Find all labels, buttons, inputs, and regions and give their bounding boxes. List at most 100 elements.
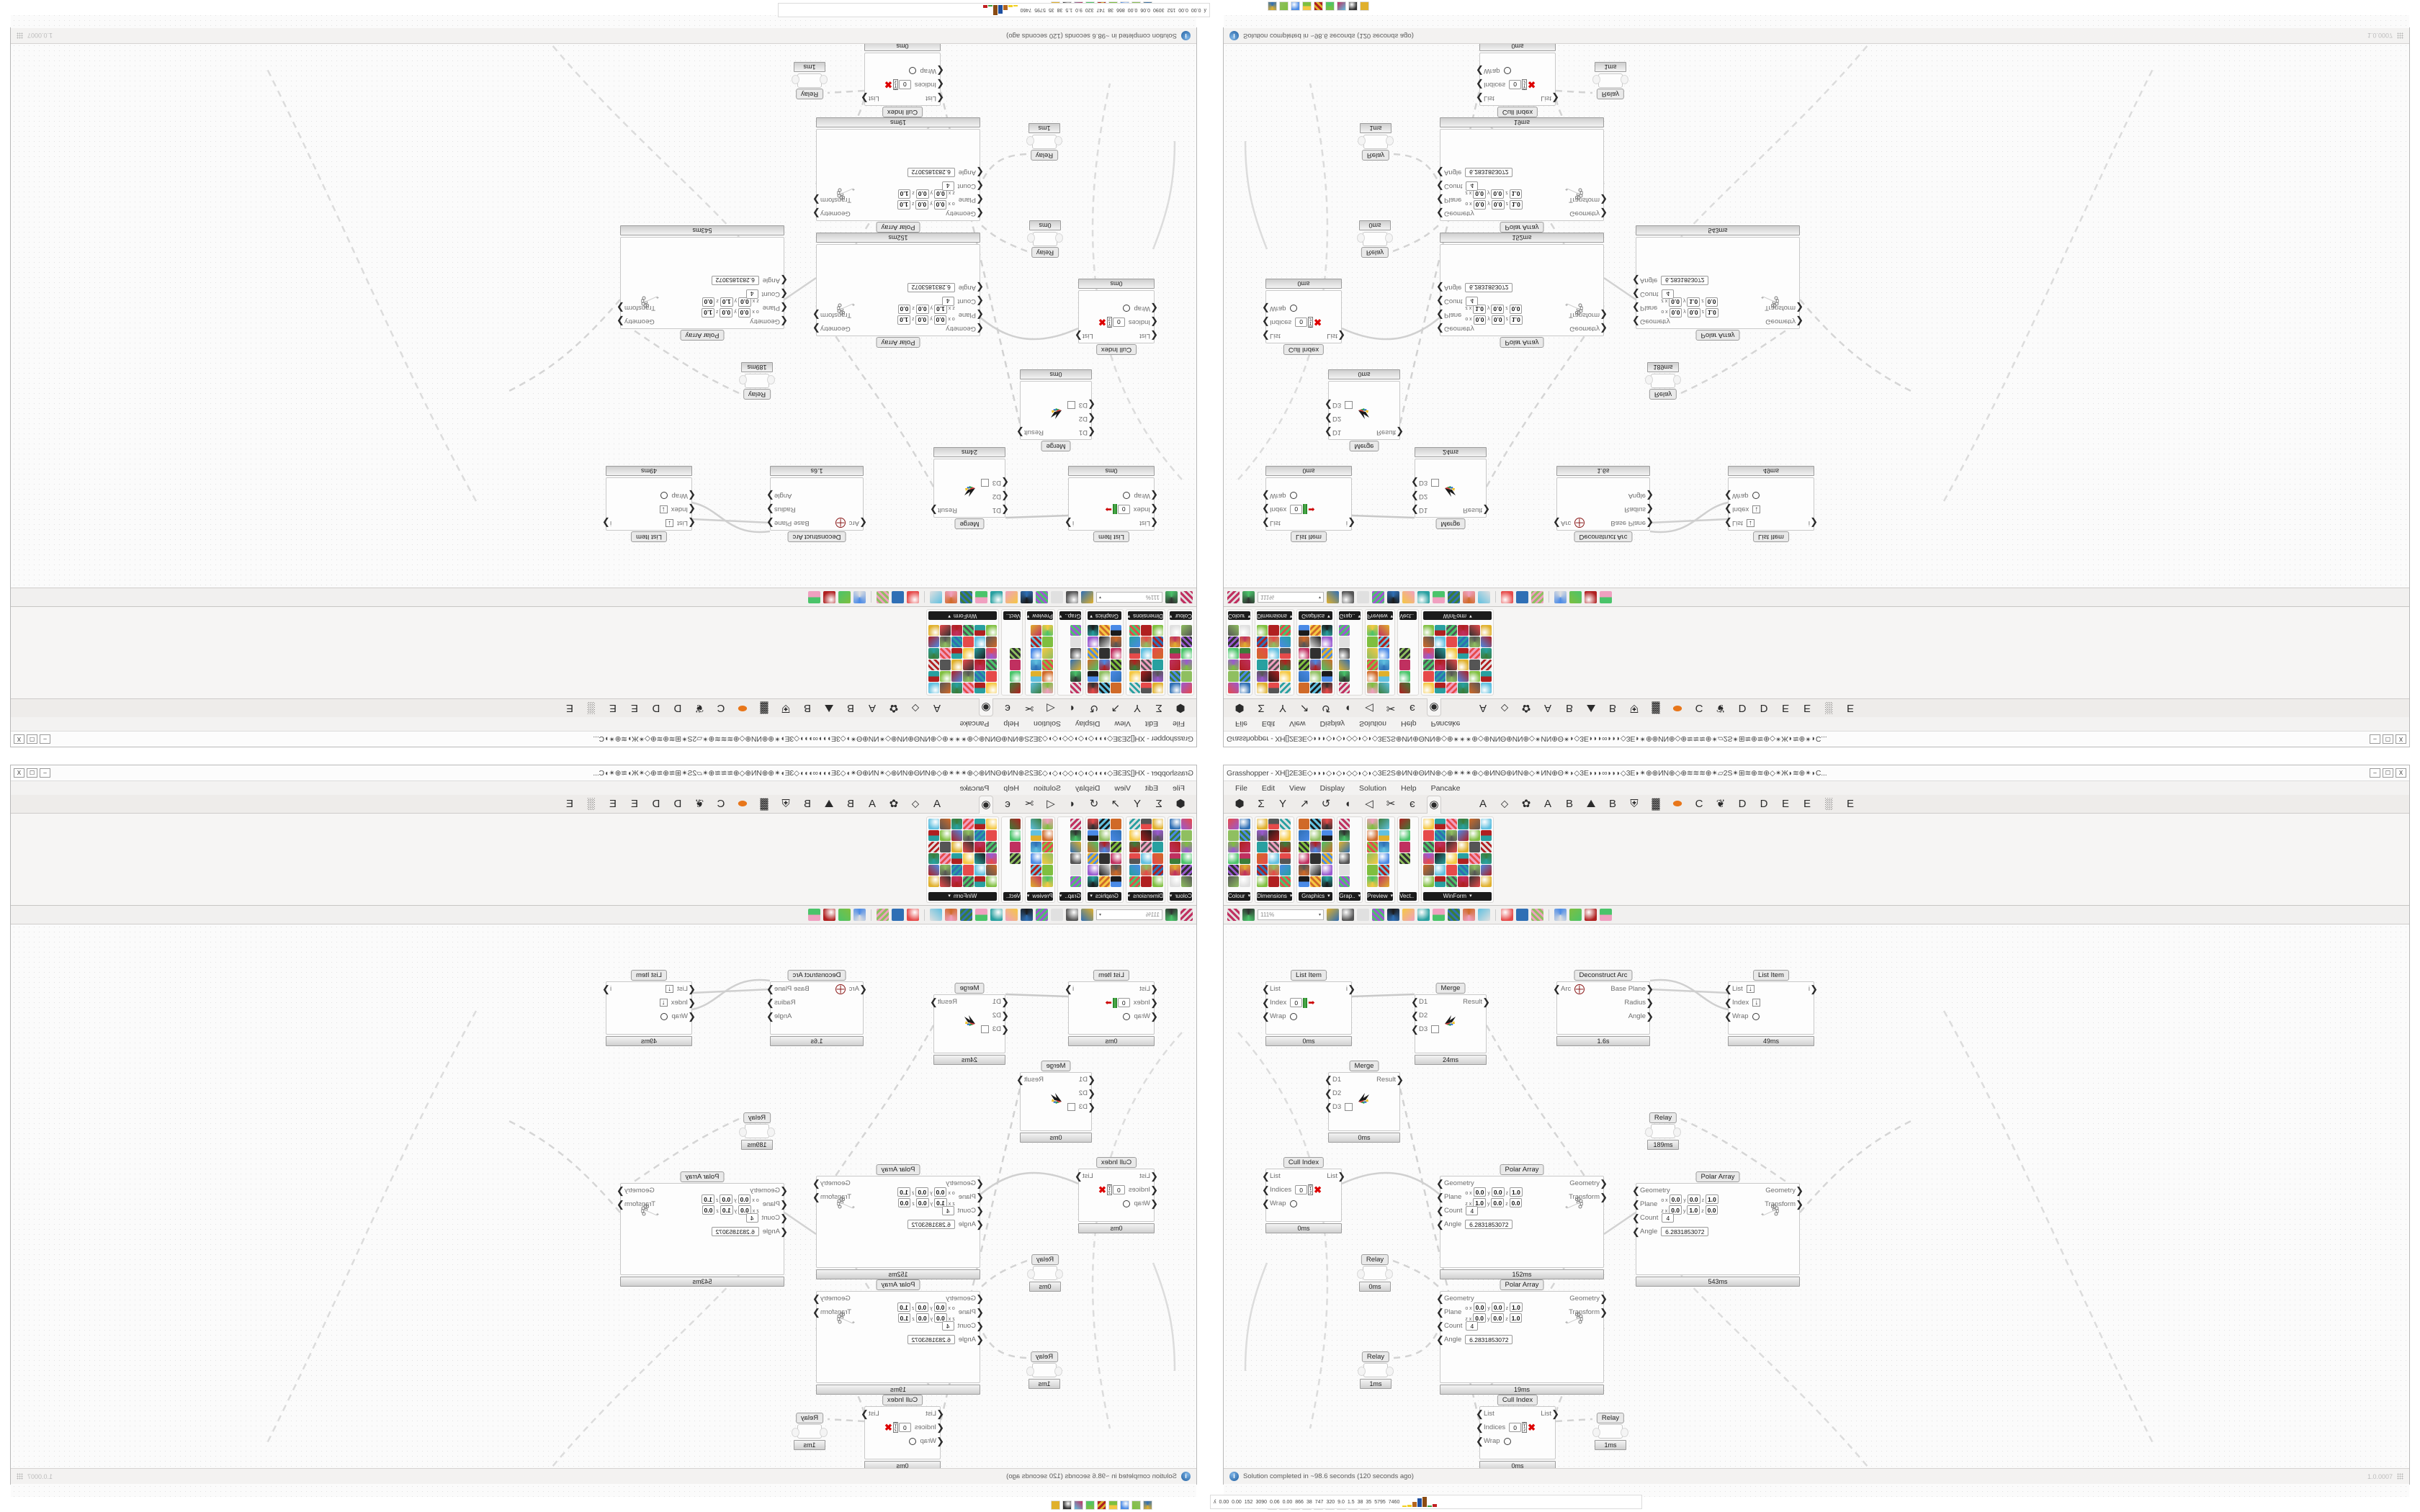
plane-zx-input[interactable]: 0.0	[1473, 1313, 1487, 1323]
render-orange-icon[interactable]	[1585, 591, 1597, 603]
input-pin[interactable]: ❮	[976, 1333, 984, 1345]
ribbon-component-icon[interactable]	[939, 853, 951, 864]
menu-item-help[interactable]: Help	[1003, 719, 1020, 729]
menu-item-view[interactable]: View	[1114, 719, 1131, 729]
plane-ox-input[interactable]: 0.0	[1669, 308, 1682, 318]
plane-oz-input[interactable]: 1.0	[1510, 200, 1523, 210]
mesh-tab[interactable]: ◁	[1365, 702, 1373, 715]
ribbon-group-label[interactable]: Preview ▾	[1367, 892, 1394, 901]
render-teal-icon[interactable]	[1554, 591, 1567, 603]
gh-component-merge-1[interactable]: Merge ❮ D1 Result ❯ ❮ D2 ❮ D3 24ms	[1411, 447, 1490, 531]
ribbon-component-icon[interactable]	[1280, 648, 1291, 659]
ribbon-component-icon[interactable]	[1087, 876, 1098, 887]
input-pin[interactable]: ❮	[1436, 1292, 1444, 1304]
ribbon-component-icon[interactable]	[1458, 660, 1469, 670]
index-input[interactable]: 0	[1117, 998, 1130, 1007]
ribbon-group-label[interactable]: Graphics ▾	[1087, 892, 1121, 901]
boolean-toggle[interactable]	[660, 492, 668, 500]
ribbon-component-icon[interactable]	[1280, 876, 1291, 887]
ribbon-component-icon[interactable]	[962, 853, 974, 864]
boolean-toggle[interactable]	[1752, 1012, 1760, 1020]
ribbon-component-icon[interactable]	[1458, 636, 1469, 647]
input-pin[interactable]: ❮	[780, 1198, 788, 1210]
output-pin[interactable]: ❯	[1348, 518, 1355, 529]
ribbon-component-icon[interactable]	[1228, 819, 1239, 829]
taskbar-terminal-icon[interactable]	[1051, 1500, 1061, 1510]
ribbon-component-icon[interactable]	[1423, 853, 1435, 864]
ribbon-component-icon[interactable]	[985, 830, 997, 841]
menu-item-file[interactable]: File	[1173, 783, 1185, 793]
ribbon-component-icon[interactable]	[1339, 636, 1350, 647]
ribbon-component-icon[interactable]	[1009, 830, 1021, 841]
input-pin[interactable]: ❮	[976, 1205, 984, 1216]
addon-brain-tab[interactable]: ✿	[889, 797, 899, 810]
download-icon[interactable]: ↓	[666, 519, 674, 527]
ribbon-component-icon[interactable]	[1299, 853, 1310, 864]
ribbon-component-icon[interactable]	[939, 660, 951, 670]
gh-component-deconstruct-arc-1[interactable]: Deconstruct Arc ❮ Arc Base Plane ❯ Radius ❯ Ang…	[1553, 466, 1654, 544]
taskbar-notepad-icon[interactable]	[1313, 1, 1323, 11]
ribbon-component-icon[interactable]	[1152, 853, 1163, 864]
transform-tab[interactable]: є	[1410, 797, 1415, 810]
render-green-icon[interactable]	[838, 591, 851, 603]
addon-e2-tab[interactable]: E	[1803, 797, 1811, 810]
addon-c-tab[interactable]: C	[717, 797, 725, 810]
ribbon-component-icon[interactable]	[1367, 671, 1379, 682]
output-pin[interactable]: ❯	[1810, 983, 1818, 994]
ribbon-component-icon[interactable]	[1458, 683, 1469, 693]
ribbon-component-icon[interactable]	[1228, 876, 1239, 887]
window-titlebar[interactable]: Grasshopper - XH[]2E3E◇◗◗◗◇◗◇◗◇◇◗◇◗◇3E2S…	[11, 731, 1196, 747]
addon-b2-tab[interactable]: B	[1608, 702, 1616, 715]
ribbon-component-icon[interactable]	[1170, 830, 1180, 841]
relay-body[interactable]	[745, 374, 769, 388]
input-pin[interactable]: ❮	[1088, 400, 1095, 411]
ribbon-component-icon[interactable]	[1228, 842, 1239, 852]
scissors-icon[interactable]	[930, 591, 942, 603]
ribbon-component-icon[interactable]	[1041, 865, 1053, 876]
ribbon-component-icon[interactable]	[1399, 660, 1411, 670]
gh-component-relay-4[interactable]: Relay 1ms	[792, 1410, 828, 1450]
indices-input[interactable]: 0	[1112, 1185, 1125, 1194]
boolean-toggle[interactable]	[909, 1437, 917, 1445]
angle-input[interactable]: 6.2831853072	[907, 1335, 955, 1344]
ribbon-component-icon[interactable]	[1435, 842, 1446, 852]
relay-body[interactable]	[1033, 1266, 1057, 1280]
addon-d2-tab[interactable]: D	[1760, 702, 1768, 715]
ribbon-component-icon[interactable]	[951, 683, 962, 693]
ribbon-component-icon[interactable]	[1481, 819, 1492, 829]
ribbon-component-icon[interactable]	[1435, 865, 1446, 876]
ribbon-component-icon[interactable]	[1009, 842, 1021, 852]
component-body[interactable]: ❮ D1 Result ❯ ❮ D2 ❮ D3	[930, 994, 1009, 1053]
zoom-extents-icon[interactable]	[1081, 591, 1093, 603]
help-box-icon[interactable]	[960, 909, 972, 921]
addon-orange-tab[interactable]: ⬬	[1672, 797, 1682, 810]
ribbon-component-icon[interactable]	[962, 876, 974, 887]
component-title[interactable]: Relay	[1596, 1413, 1625, 1423]
ribbon-component-icon[interactable]	[1399, 853, 1411, 864]
ribbon-component-icon[interactable]	[1240, 830, 1250, 841]
ribbon-component-icon[interactable]	[1170, 625, 1180, 636]
addon-a-tab[interactable]: A	[933, 797, 941, 810]
close-button[interactable]: X	[2396, 768, 2406, 778]
output-pin[interactable]: ❯	[1065, 983, 1072, 994]
menu-item-edit[interactable]: Edit	[1261, 719, 1276, 729]
input-pin[interactable]: ❮	[1262, 317, 1270, 328]
component-body[interactable]: + ❮ Geometry Geometry ❯ ❮ Plane o x 0.0 y 0.0 …	[812, 244, 984, 336]
ribbon-component-icon[interactable]	[951, 625, 962, 636]
gh-component-list-item-2[interactable]: List Item ❮ List ↓ i ❯ ❮ Index ↓ ❮ Wrap 49ms	[602, 466, 696, 544]
ribbon-component-icon[interactable]	[1280, 842, 1291, 852]
count-input[interactable]: 4	[1662, 289, 1675, 299]
component-title[interactable]: Cull Index	[1497, 1395, 1538, 1405]
ribbon-component-icon[interactable]	[1129, 648, 1140, 659]
addon-b2-tab[interactable]: B	[804, 797, 812, 810]
ribbon-component-icon[interactable]	[1446, 648, 1458, 659]
component-title[interactable]: Relay	[1361, 1351, 1390, 1362]
ribbon-component-icon[interactable]	[1098, 660, 1110, 670]
ribbon-component-icon[interactable]	[1240, 853, 1250, 864]
component-body[interactable]: ❮ List i ❯ ❮ Index 0 ➡ ❮ Wrap	[1065, 981, 1158, 1035]
ribbon-component-icon[interactable]	[1322, 671, 1333, 682]
ribbon-component-icon[interactable]	[1423, 625, 1435, 636]
ribbon-component-icon[interactable]	[1181, 842, 1192, 852]
input-pin[interactable]: ❮	[780, 1225, 788, 1237]
